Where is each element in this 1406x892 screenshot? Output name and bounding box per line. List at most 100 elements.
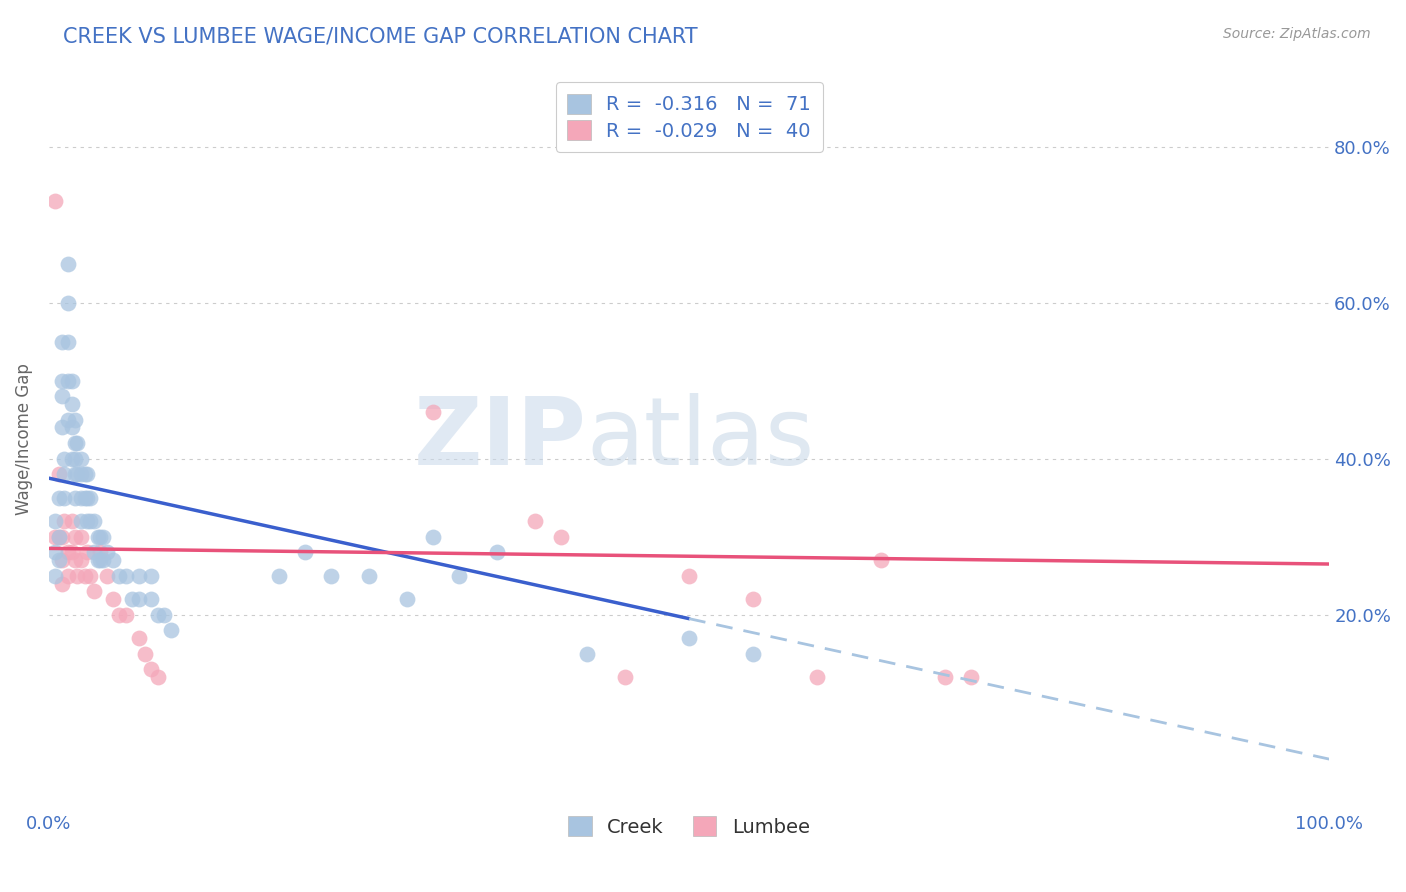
Point — [76, 545, 98, 559]
Point — [101, 592, 124, 607]
Point — [53, 491, 76, 505]
Point — [319, 568, 342, 582]
Point — [870, 553, 893, 567]
Point — [742, 592, 765, 607]
Point — [56, 295, 79, 310]
Point — [63, 436, 86, 450]
Point — [83, 545, 105, 559]
Point — [550, 530, 572, 544]
Point — [56, 568, 79, 582]
Point — [114, 607, 136, 622]
Point — [70, 451, 93, 466]
Point — [146, 607, 169, 622]
Point — [294, 545, 316, 559]
Point — [70, 514, 93, 528]
Point — [357, 568, 380, 582]
Point — [63, 467, 86, 482]
Point — [159, 624, 181, 638]
Point — [128, 631, 150, 645]
Point — [56, 545, 79, 559]
Point — [153, 607, 176, 622]
Point — [121, 592, 143, 607]
Point — [53, 451, 76, 466]
Point — [44, 530, 66, 544]
Point — [934, 670, 956, 684]
Point — [44, 194, 66, 209]
Point — [101, 553, 124, 567]
Point — [575, 647, 598, 661]
Point — [60, 374, 83, 388]
Point — [70, 491, 93, 505]
Point — [63, 491, 86, 505]
Point — [48, 530, 70, 544]
Point — [51, 530, 73, 544]
Point — [91, 553, 114, 567]
Point — [70, 530, 93, 544]
Point — [51, 374, 73, 388]
Point — [73, 568, 96, 582]
Text: CREEK VS LUMBEE WAGE/INCOME GAP CORRELATION CHART: CREEK VS LUMBEE WAGE/INCOME GAP CORRELAT… — [63, 27, 697, 46]
Y-axis label: Wage/Income Gap: Wage/Income Gap — [15, 363, 32, 515]
Point — [108, 607, 131, 622]
Point — [48, 530, 70, 544]
Point — [60, 451, 83, 466]
Point — [141, 592, 163, 607]
Point — [269, 568, 291, 582]
Point — [48, 491, 70, 505]
Point — [51, 334, 73, 349]
Point — [678, 631, 700, 645]
Point — [63, 553, 86, 567]
Point — [614, 670, 637, 684]
Text: Source: ZipAtlas.com: Source: ZipAtlas.com — [1223, 27, 1371, 41]
Point — [76, 491, 98, 505]
Point — [524, 514, 547, 528]
Point — [44, 568, 66, 582]
Point — [76, 514, 98, 528]
Point — [53, 514, 76, 528]
Point — [79, 514, 101, 528]
Point — [141, 662, 163, 676]
Point — [76, 467, 98, 482]
Point — [86, 530, 108, 544]
Point — [70, 467, 93, 482]
Point — [134, 647, 156, 661]
Point — [51, 389, 73, 403]
Point — [63, 530, 86, 544]
Point — [128, 592, 150, 607]
Point — [44, 514, 66, 528]
Point — [89, 553, 111, 567]
Point — [66, 436, 89, 450]
Point — [128, 568, 150, 582]
Point — [66, 467, 89, 482]
Point — [60, 545, 83, 559]
Point — [44, 545, 66, 559]
Point — [422, 405, 444, 419]
Point — [56, 257, 79, 271]
Point — [108, 568, 131, 582]
Point — [447, 568, 470, 582]
Point — [89, 545, 111, 559]
Point — [79, 568, 101, 582]
Point — [422, 530, 444, 544]
Point — [96, 545, 118, 559]
Point — [60, 397, 83, 411]
Point — [79, 491, 101, 505]
Point — [51, 576, 73, 591]
Point — [96, 568, 118, 582]
Point — [66, 568, 89, 582]
Point — [86, 553, 108, 567]
Text: atlas: atlas — [586, 393, 815, 485]
Point — [114, 568, 136, 582]
Point — [806, 670, 828, 684]
Point — [56, 374, 79, 388]
Point — [70, 553, 93, 567]
Point — [91, 530, 114, 544]
Point — [60, 514, 83, 528]
Point — [51, 420, 73, 434]
Point — [56, 334, 79, 349]
Point — [73, 467, 96, 482]
Point — [53, 467, 76, 482]
Point — [742, 647, 765, 661]
Point — [63, 451, 86, 466]
Point — [959, 670, 981, 684]
